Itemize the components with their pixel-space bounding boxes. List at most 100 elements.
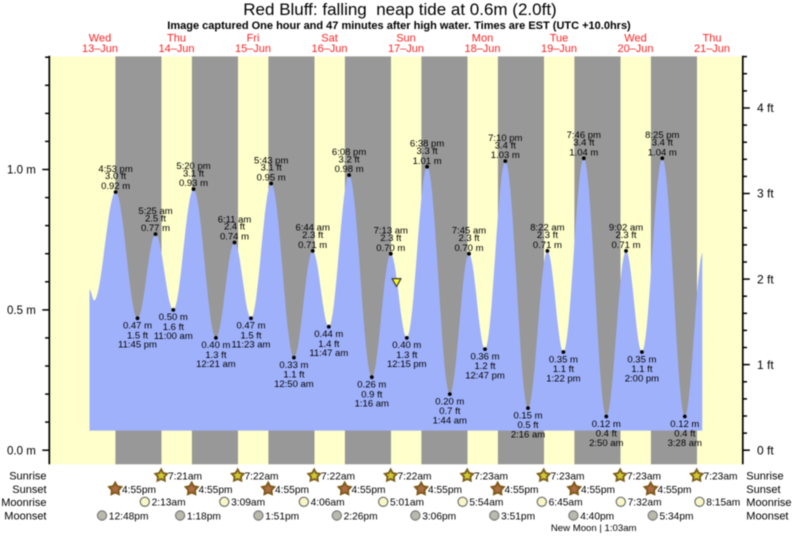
svg-text:2.3 ft: 2.3 ft bbox=[537, 230, 558, 241]
svg-text:7:21am: 7:21am bbox=[168, 472, 202, 483]
svg-text:2.3 ft: 2.3 ft bbox=[380, 233, 401, 244]
svg-text:Mon: Mon bbox=[472, 33, 493, 45]
svg-text:1.3 ft: 1.3 ft bbox=[205, 350, 226, 361]
svg-text:7:45 am: 7:45 am bbox=[452, 226, 486, 237]
svg-text:2:00 pm: 2:00 pm bbox=[625, 373, 659, 384]
svg-text:0.40 m: 0.40 m bbox=[392, 340, 421, 351]
svg-text:7:23am: 7:23am bbox=[474, 472, 508, 483]
svg-text:21–Jun: 21–Jun bbox=[694, 43, 730, 55]
svg-text:0.20 m: 0.20 m bbox=[435, 396, 464, 407]
svg-text:3.4 ft: 3.4 ft bbox=[652, 138, 673, 149]
svg-text:2.4 ft: 2.4 ft bbox=[224, 222, 245, 233]
svg-text:1 ft: 1 ft bbox=[757, 358, 774, 372]
svg-text:11:45 pm: 11:45 pm bbox=[118, 340, 157, 351]
svg-text:14–Jun: 14–Jun bbox=[158, 43, 194, 55]
svg-text:1.04 m: 1.04 m bbox=[648, 147, 677, 158]
svg-text:0.71 m: 0.71 m bbox=[533, 240, 562, 251]
svg-text:Wed: Wed bbox=[89, 33, 111, 45]
svg-text:8:25 pm: 8:25 pm bbox=[645, 130, 679, 141]
svg-text:7:10 pm: 7:10 pm bbox=[488, 133, 522, 144]
svg-text:1:22 pm: 1:22 pm bbox=[546, 373, 580, 384]
svg-text:5:43 pm: 5:43 pm bbox=[254, 155, 288, 166]
svg-text:0.5 ft: 0.5 ft bbox=[517, 420, 538, 431]
svg-text:1:44 am: 1:44 am bbox=[433, 415, 467, 426]
svg-text:0.47 m: 0.47 m bbox=[123, 321, 152, 332]
svg-text:1.5 ft: 1.5 ft bbox=[240, 330, 261, 341]
svg-text:8:15am: 8:15am bbox=[706, 498, 740, 509]
svg-text:0.35 m: 0.35 m bbox=[549, 354, 578, 365]
svg-text:1:51pm: 1:51pm bbox=[265, 511, 299, 522]
svg-text:3.4 ft: 3.4 ft bbox=[573, 138, 594, 149]
svg-text:0.7 ft: 0.7 ft bbox=[439, 406, 460, 417]
svg-text:0.70 m: 0.70 m bbox=[454, 243, 483, 254]
svg-text:1.03 m: 1.03 m bbox=[491, 150, 520, 161]
svg-text:17–Jun: 17–Jun bbox=[388, 43, 424, 55]
svg-text:16–Jun: 16–Jun bbox=[311, 43, 347, 55]
svg-text:Sun: Sun bbox=[396, 33, 416, 45]
svg-text:5:25 am: 5:25 am bbox=[138, 206, 172, 217]
svg-text:0.33 m: 0.33 m bbox=[279, 360, 308, 371]
svg-text:Tue: Tue bbox=[550, 33, 569, 45]
svg-text:0.98 m: 0.98 m bbox=[335, 164, 364, 175]
svg-text:1.04 m: 1.04 m bbox=[569, 147, 598, 158]
svg-text:Thu: Thu bbox=[167, 33, 186, 45]
svg-text:Wed: Wed bbox=[624, 33, 646, 45]
svg-text:12:47 pm: 12:47 pm bbox=[465, 370, 505, 381]
svg-text:1.3 ft: 1.3 ft bbox=[396, 350, 417, 361]
svg-text:9:02 am: 9:02 am bbox=[609, 223, 643, 234]
svg-text:1.4 ft: 1.4 ft bbox=[318, 339, 339, 350]
svg-text:Moonrise: Moonrise bbox=[1, 497, 46, 509]
svg-text:Moonset: Moonset bbox=[746, 511, 788, 523]
svg-text:6:11 am: 6:11 am bbox=[218, 214, 252, 225]
svg-text:4:55pm: 4:55pm bbox=[122, 485, 156, 496]
svg-text:0.93 m: 0.93 m bbox=[179, 178, 208, 189]
svg-text:6:44 am: 6:44 am bbox=[296, 223, 330, 234]
svg-text:12:21 am: 12:21 am bbox=[196, 359, 236, 370]
svg-text:1.5 ft: 1.5 ft bbox=[127, 330, 148, 341]
svg-text:Thu: Thu bbox=[703, 33, 722, 45]
svg-text:7:22am: 7:22am bbox=[245, 472, 279, 483]
svg-text:1.0 m: 1.0 m bbox=[7, 165, 36, 177]
svg-text:0.4 ft: 0.4 ft bbox=[674, 429, 695, 440]
svg-text:3:28 am: 3:28 am bbox=[668, 438, 702, 449]
svg-text:12:48pm: 12:48pm bbox=[109, 511, 149, 522]
svg-text:2 ft: 2 ft bbox=[757, 272, 774, 286]
svg-text:3.1 ft: 3.1 ft bbox=[261, 163, 282, 174]
svg-text:6:38 pm: 6:38 pm bbox=[410, 139, 444, 150]
svg-text:0.95 m: 0.95 m bbox=[257, 173, 286, 184]
svg-text:3.0 ft: 3.0 ft bbox=[105, 171, 126, 182]
svg-text:4:55pm: 4:55pm bbox=[199, 485, 233, 496]
svg-text:2.3 ft: 2.3 ft bbox=[458, 233, 479, 244]
svg-text:4:55pm: 4:55pm bbox=[352, 485, 386, 496]
svg-text:New Moon | 1:03am: New Moon | 1:03am bbox=[551, 523, 637, 534]
svg-text:2:16 am: 2:16 am bbox=[511, 429, 545, 440]
svg-text:5:54am: 5:54am bbox=[469, 498, 503, 509]
svg-text:0.36 m: 0.36 m bbox=[470, 351, 499, 362]
svg-text:6:45am: 6:45am bbox=[549, 498, 583, 509]
svg-text:11:00 am: 11:00 am bbox=[154, 331, 193, 342]
svg-text:12:15 pm: 12:15 pm bbox=[387, 359, 427, 370]
svg-text:11:47 am: 11:47 am bbox=[309, 348, 348, 359]
svg-text:4:55pm: 4:55pm bbox=[581, 485, 615, 496]
svg-text:4:06am: 4:06am bbox=[311, 498, 345, 509]
svg-text:4:55pm: 4:55pm bbox=[428, 485, 462, 496]
svg-text:5:34pm: 5:34pm bbox=[660, 511, 694, 522]
svg-text:0.4 ft: 0.4 ft bbox=[596, 429, 617, 440]
svg-text:3:51pm: 3:51pm bbox=[501, 511, 535, 522]
svg-text:5:20 pm: 5:20 pm bbox=[176, 161, 210, 172]
svg-text:19–Jun: 19–Jun bbox=[541, 43, 577, 55]
svg-text:18–Jun: 18–Jun bbox=[464, 43, 500, 55]
svg-text:5:01am: 5:01am bbox=[390, 498, 424, 509]
svg-text:0 ft: 0 ft bbox=[757, 443, 774, 457]
svg-text:0.5 m: 0.5 m bbox=[7, 305, 36, 317]
svg-text:0.35 m: 0.35 m bbox=[627, 354, 656, 365]
svg-text:7:22am: 7:22am bbox=[398, 472, 432, 483]
svg-text:1.1 ft: 1.1 ft bbox=[283, 370, 304, 381]
svg-text:0.47 m: 0.47 m bbox=[236, 321, 265, 332]
svg-text:Red Bluff: falling neap tide: Red Bluff: falling neap tide at 0.6m (2.… bbox=[243, 0, 556, 19]
svg-text:7:23am: 7:23am bbox=[704, 472, 738, 483]
svg-text:7:23am: 7:23am bbox=[551, 472, 585, 483]
svg-text:6:08 pm: 6:08 pm bbox=[332, 147, 366, 158]
svg-text:2:50 am: 2:50 am bbox=[589, 438, 623, 449]
svg-text:12:50 am: 12:50 am bbox=[274, 379, 314, 390]
